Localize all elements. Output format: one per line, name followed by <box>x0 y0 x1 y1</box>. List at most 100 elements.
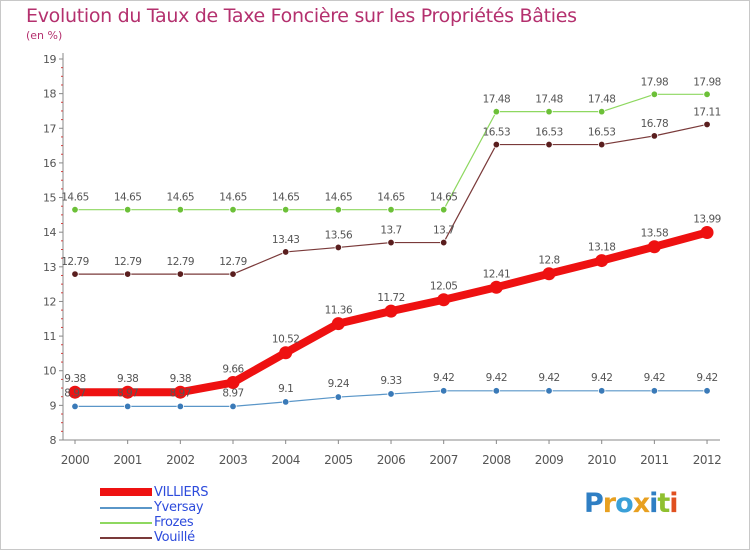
data-point <box>647 240 661 254</box>
data-label: 10.52 <box>272 334 300 346</box>
data-point <box>121 385 135 399</box>
data-point <box>703 90 711 99</box>
data-point <box>542 267 556 281</box>
logo-letter: P <box>584 488 604 519</box>
data-label: 17.11 <box>693 106 721 118</box>
data-point <box>279 346 293 360</box>
x-tick-label: 2008 <box>482 453 511 467</box>
x-tick-label: 2005 <box>324 453 353 467</box>
data-point <box>176 270 185 278</box>
legend-swatch-villiers <box>100 488 152 496</box>
data-label: 8.97 <box>64 387 85 399</box>
x-tick-label: 2011 <box>640 453 669 467</box>
y-tick-label: 11 <box>43 330 56 343</box>
data-point <box>598 387 606 395</box>
data-point <box>173 385 187 399</box>
data-label: 9.38 <box>117 373 138 385</box>
data-label: 16.53 <box>535 127 563 139</box>
legend-label-frozes: Frozes <box>154 515 194 530</box>
data-point <box>229 270 237 278</box>
data-point <box>439 387 448 395</box>
y-tick-label: 14 <box>43 226 56 239</box>
data-label: 13.43 <box>272 234 300 246</box>
x-tick-label: 2004 <box>271 453 300 467</box>
logo-letter: i <box>669 488 678 519</box>
x-tick-label: 2003 <box>219 453 248 467</box>
legend-label-yversay: Yversay <box>154 500 204 515</box>
data-point <box>71 270 79 278</box>
legend-swatch-vouille <box>100 537 152 539</box>
data-label: 14.65 <box>325 192 353 204</box>
data-point <box>71 205 79 214</box>
data-label: 9.1 <box>278 383 293 395</box>
data-point <box>492 107 501 116</box>
data-point <box>68 385 82 399</box>
data-point <box>281 205 290 214</box>
data-label: 17.98 <box>641 76 669 88</box>
data-label: 8.97 <box>170 387 191 399</box>
data-point <box>598 140 606 149</box>
data-label: 12.79 <box>61 256 89 268</box>
data-point <box>334 393 343 401</box>
data-point <box>439 205 448 214</box>
data-point <box>492 140 501 149</box>
data-point <box>387 390 395 398</box>
y-tick-label: 8 <box>50 434 57 447</box>
data-point <box>123 270 132 278</box>
x-tick-label: 2006 <box>377 453 406 467</box>
data-point <box>489 280 503 294</box>
logo-letter: i <box>649 488 658 519</box>
y-tick-label: 10 <box>43 365 56 378</box>
y-tick-label: 12 <box>43 295 56 308</box>
data-label: 14.65 <box>167 192 195 204</box>
y-tick-label: 18 <box>43 88 56 101</box>
legend-label-villiers: VILLIERS <box>154 485 209 500</box>
data-point <box>281 248 290 256</box>
data-label: 8.97 <box>222 387 243 399</box>
data-label: 14.65 <box>61 192 89 204</box>
data-point <box>650 132 659 140</box>
data-label: 9.42 <box>538 372 559 384</box>
data-label: 12.79 <box>219 256 247 268</box>
data-point <box>650 387 659 395</box>
logo-letter: r <box>602 488 616 519</box>
data-point <box>437 293 451 307</box>
data-point <box>545 140 553 149</box>
data-point <box>176 205 185 214</box>
data-label: 14.65 <box>219 192 247 204</box>
data-label: 13.58 <box>641 228 669 240</box>
data-point <box>331 317 345 331</box>
data-label: 14.65 <box>272 192 300 204</box>
data-point <box>595 254 609 268</box>
data-label: 9.24 <box>328 378 350 390</box>
data-label: 8.97 <box>117 387 138 399</box>
data-label: 13.7 <box>380 225 401 237</box>
data-label: 9.42 <box>644 372 665 384</box>
y-tick-label: 9 <box>50 399 57 412</box>
data-point <box>384 304 398 318</box>
y-tick-label: 19 <box>43 53 56 66</box>
data-label: 17.48 <box>535 94 563 106</box>
data-label: 16.53 <box>588 127 616 139</box>
data-point <box>545 387 553 395</box>
x-tick-label: 2000 <box>61 453 90 467</box>
data-point <box>387 205 395 214</box>
chart-subtitle: (en %) <box>26 29 63 42</box>
data-point <box>439 238 448 247</box>
data-point <box>71 402 79 411</box>
data-label: 17.98 <box>693 76 721 88</box>
data-label: 16.53 <box>483 127 511 139</box>
data-point <box>334 243 343 252</box>
data-label: 12.05 <box>430 281 458 293</box>
data-point <box>229 205 237 214</box>
data-label: 14.65 <box>377 192 405 204</box>
y-tick-label: 13 <box>43 261 56 274</box>
data-point <box>492 387 501 395</box>
data-point <box>650 90 659 99</box>
data-point <box>226 376 240 390</box>
data-point <box>700 226 714 240</box>
data-label: 9.42 <box>591 372 612 384</box>
data-label: 9.38 <box>64 373 85 385</box>
data-label: 12.79 <box>114 256 142 268</box>
data-label: 17.48 <box>588 94 616 106</box>
